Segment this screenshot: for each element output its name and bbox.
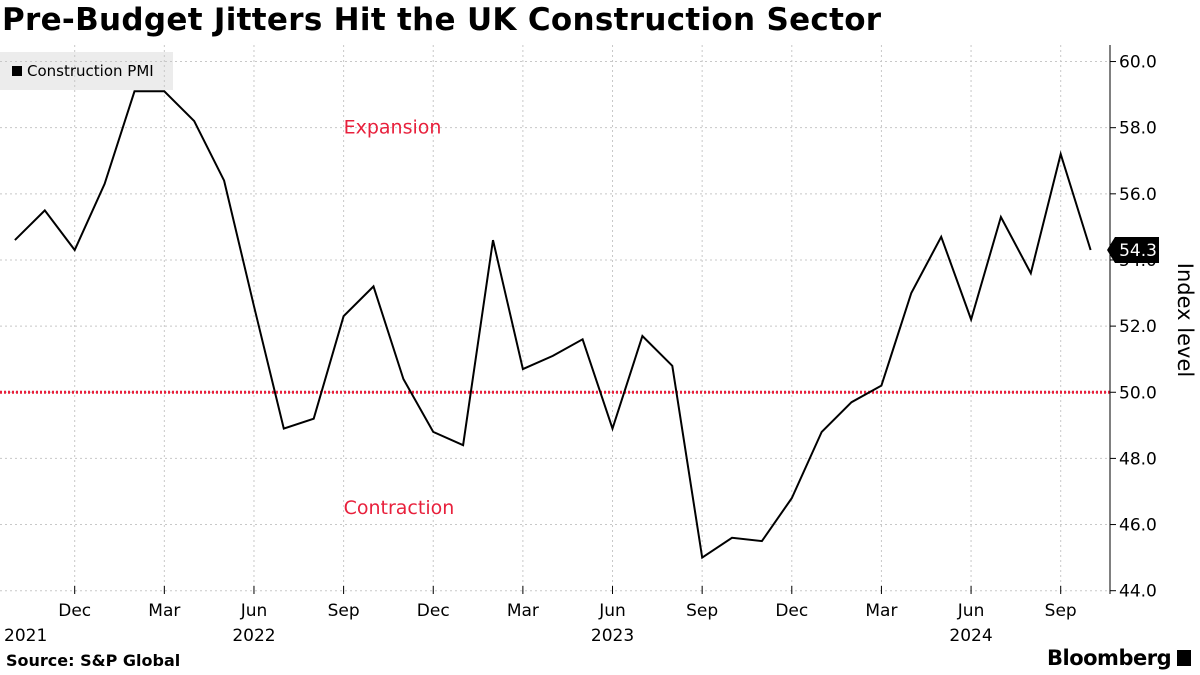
x-tick-label: Jun bbox=[240, 601, 268, 621]
y-tick-label: 60.0 bbox=[1119, 53, 1157, 73]
legend-label: Construction PMI bbox=[27, 62, 154, 80]
x-year-label: 2024 bbox=[949, 626, 992, 646]
y-tick-label: 58.0 bbox=[1119, 119, 1157, 139]
annotation-label: Expansion bbox=[344, 117, 442, 139]
x-tick-label: Dec bbox=[58, 601, 91, 621]
source-note: Source: S&P Global bbox=[6, 651, 181, 670]
last-value-badge bbox=[1107, 237, 1159, 264]
series-line-construction-pmi bbox=[14, 90, 1092, 560]
y-tick-label: 44.0 bbox=[1119, 582, 1157, 602]
x-year-label: 2023 bbox=[591, 626, 634, 646]
x-tick-label: Mar bbox=[507, 601, 539, 621]
bloomberg-terminal-icon bbox=[1177, 650, 1192, 666]
x-tick-label: Sep bbox=[686, 601, 718, 621]
x-tick-label: Dec bbox=[775, 601, 808, 621]
chart-title: Pre-Budget Jitters Hit the UK Constructi… bbox=[2, 2, 882, 38]
x-tick-label: Sep bbox=[328, 601, 360, 621]
annotation-label: Contraction bbox=[344, 497, 455, 519]
x-tick-label: Mar bbox=[865, 601, 897, 621]
y-axis-title: Index level bbox=[1173, 263, 1197, 377]
x-tick-label: Dec bbox=[417, 601, 450, 621]
x-tick-label: Sep bbox=[1045, 601, 1077, 621]
x-year-label: 2021 bbox=[4, 626, 47, 646]
y-tick-label: 46.0 bbox=[1119, 516, 1157, 536]
y-tick-label: 50.0 bbox=[1119, 383, 1157, 403]
x-tick-label: Jun bbox=[957, 601, 985, 621]
bloomberg-logo: Bloomberg bbox=[1047, 646, 1192, 670]
legend: Construction PMI bbox=[0, 52, 173, 90]
y-tick-label: 48.0 bbox=[1119, 449, 1157, 469]
x-tick-label: Jun bbox=[598, 601, 626, 621]
x-tick-label: Mar bbox=[148, 601, 180, 621]
last-value-label: 54.3 bbox=[1119, 241, 1157, 261]
y-tick-label: 56.0 bbox=[1119, 185, 1157, 205]
brand-text: Bloomberg bbox=[1047, 646, 1172, 670]
legend-swatch-icon bbox=[12, 66, 22, 76]
y-tick-label: 52.0 bbox=[1119, 317, 1157, 337]
x-year-label: 2022 bbox=[232, 626, 275, 646]
